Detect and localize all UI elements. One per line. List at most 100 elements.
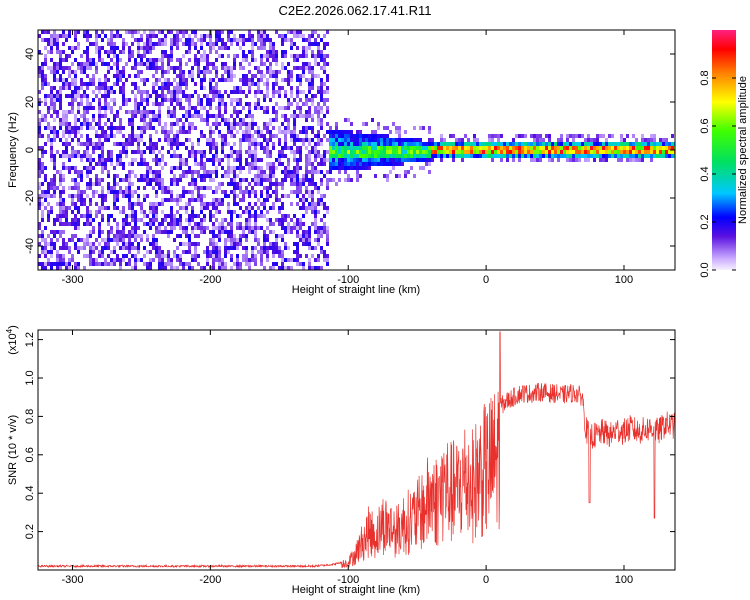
spectrogram-cell [113, 186, 116, 190]
spectrogram-cell [191, 42, 194, 46]
spectrogram-cell [152, 158, 155, 162]
spectrogram-cell [38, 66, 41, 70]
spectrogram-cell [257, 98, 260, 102]
spectrogram-cell [335, 154, 338, 158]
spectrogram-cell [176, 246, 179, 250]
spectrogram-cell [152, 246, 155, 250]
spectrogram-cell [128, 170, 131, 174]
spectrogram-cell [74, 182, 77, 186]
spectrogram-cell [77, 142, 80, 146]
spectrogram-cell [251, 138, 254, 142]
spectrogram-cell [407, 146, 410, 150]
spectrogram-cell [200, 82, 203, 86]
spectrogram-cell [50, 126, 53, 130]
spectrogram-cell [65, 222, 68, 226]
spectrogram-cell [200, 58, 203, 62]
spectrogram-cell [587, 154, 590, 158]
spectrogram-cell [173, 250, 176, 254]
spectrogram-cell [50, 42, 53, 46]
spectrogram-cell [266, 198, 269, 202]
spectrogram-cell [62, 190, 65, 194]
spectrogram-cell [77, 138, 80, 142]
spectrogram-cell [239, 154, 242, 158]
spectrogram-cell [317, 238, 320, 242]
spectrogram-cell [218, 78, 221, 82]
spectrogram-cell [269, 38, 272, 42]
spectrogram-cell [326, 238, 329, 242]
spectrogram-cell [278, 130, 281, 134]
spectrogram-cell [311, 266, 314, 270]
spectrogram-cell [296, 190, 299, 194]
spectrogram-cell [218, 266, 221, 270]
spectrogram-cell [272, 230, 275, 234]
spectrogram-cell [179, 258, 182, 262]
spectrogram-cell [224, 134, 227, 138]
spectrogram-cell [116, 130, 119, 134]
spectrogram-cell [122, 234, 125, 238]
spectrogram-cell [134, 222, 137, 226]
spectrogram-cell [320, 110, 323, 114]
spectrogram-cell [335, 158, 338, 162]
spectrogram-cell [221, 198, 224, 202]
spectrogram-cell [65, 110, 68, 114]
spectrogram-cell [281, 182, 284, 186]
spectrogram-cell [104, 74, 107, 78]
spectrogram-cell [203, 266, 206, 270]
spectrogram-cell [275, 218, 278, 222]
spectrogram-cell [53, 118, 56, 122]
spectrogram-cell [296, 226, 299, 230]
spectrogram-cell [230, 222, 233, 226]
spectrogram-cell [68, 110, 71, 114]
spectrogram-cell [221, 258, 224, 262]
spectrogram-cell [254, 238, 257, 242]
spectrogram-cell [581, 134, 584, 138]
spectrogram-cell [362, 134, 365, 138]
spectrogram-cell [155, 154, 158, 158]
spectrogram-cell [95, 70, 98, 74]
spectrogram-cell [191, 258, 194, 262]
spectrogram-cell [296, 86, 299, 90]
spectrogram-cell [263, 42, 266, 46]
spectrogram-cell [191, 150, 194, 154]
spectrogram-cell [293, 154, 296, 158]
spectrogram-cell [293, 170, 296, 174]
spectrogram-cell [323, 154, 326, 158]
spectrogram-cell [101, 218, 104, 222]
spectrogram-cell [50, 194, 53, 198]
spectrogram-cell [62, 150, 65, 154]
spectrogram-cell [80, 214, 83, 218]
spectrogram-cell [122, 46, 125, 50]
spectrogram-cell [437, 154, 440, 158]
spectrogram-cell [218, 182, 221, 186]
spectrogram-cell [248, 182, 251, 186]
spectrogram-cell [179, 74, 182, 78]
spectrogram-cell [248, 154, 251, 158]
spectrogram-cell [311, 162, 314, 166]
spectrogram-cell [533, 142, 536, 146]
spectrogram-cell [38, 70, 41, 74]
spectrogram-cell [254, 190, 257, 194]
spectrogram-cell [476, 146, 479, 150]
spectrogram-cell [173, 122, 176, 126]
spectrogram-cell [80, 114, 83, 118]
spectrogram-cell [107, 230, 110, 234]
spectrogram-cell [248, 70, 251, 74]
spectrogram-cell [98, 34, 101, 38]
spectrogram-cell [284, 90, 287, 94]
spectrogram-cell [191, 230, 194, 234]
spectrogram-cell [530, 150, 533, 154]
spectrogram-cell [347, 134, 350, 138]
spectrogram-cell [41, 190, 44, 194]
spectrogram-cell [113, 62, 116, 66]
x-tick-label: 0 [483, 574, 489, 586]
spectrogram-cell [215, 86, 218, 90]
spectrogram-cell [317, 50, 320, 54]
spectrogram-cell [341, 130, 344, 134]
spectrogram-cell [284, 266, 287, 270]
spectrogram-cell [71, 98, 74, 102]
spectrogram-cell [311, 74, 314, 78]
spectrogram-cell [155, 238, 158, 242]
spectrogram-cell [104, 62, 107, 66]
spectrogram-cell [176, 58, 179, 62]
spectrogram-cell [116, 174, 119, 178]
